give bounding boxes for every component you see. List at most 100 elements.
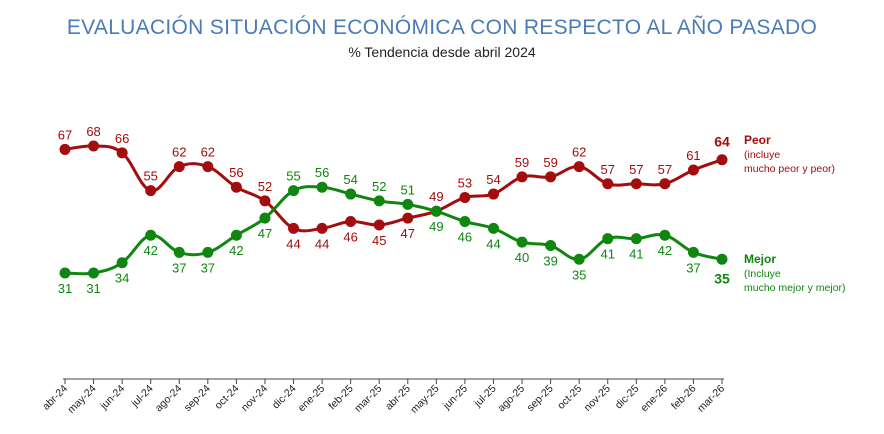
data-point-peor xyxy=(288,222,300,234)
data-point-mejor xyxy=(230,229,242,241)
data-point-mejor xyxy=(402,198,414,210)
data-label-mejor: 51 xyxy=(401,182,415,197)
x-tick-label: mar-25 xyxy=(352,383,384,415)
data-point-peor xyxy=(659,178,671,190)
data-label-peor: 56 xyxy=(229,165,243,180)
data-point-mejor xyxy=(573,253,585,265)
data-label-peor: 57 xyxy=(601,162,615,177)
legend-peor-note: mucho peor y peor) xyxy=(744,163,835,175)
data-point-peor xyxy=(373,219,385,231)
x-tick-label: feb-26 xyxy=(669,383,699,413)
data-point-mejor xyxy=(316,181,328,193)
legend-mejor: Mejor (Incluye mucho mejor y mejor) xyxy=(744,252,846,294)
data-label-mejor: 34 xyxy=(115,271,129,286)
data-label-peor: 62 xyxy=(572,145,586,160)
data-point-peor xyxy=(602,178,614,190)
data-point-mejor xyxy=(88,267,100,279)
legend-peor-name: Peor xyxy=(744,133,771,147)
data-point-mejor xyxy=(630,233,642,245)
chart-subtitle: % Tendencia desde abril 2024 xyxy=(348,44,536,60)
data-label-mejor: 31 xyxy=(86,281,100,296)
data-label-peor: 55 xyxy=(143,169,157,184)
x-tick-label: may-24 xyxy=(65,383,98,416)
data-label-mejor: 37 xyxy=(686,260,700,275)
data-point-peor xyxy=(459,191,471,203)
data-point-mejor xyxy=(116,257,128,269)
data-label-mejor: 47 xyxy=(258,226,272,241)
x-tick-label: sep-25 xyxy=(525,383,556,414)
x-tick-label: sep-24 xyxy=(182,383,213,414)
data-label-peor: 47 xyxy=(401,226,415,241)
data-point-mejor xyxy=(259,212,271,224)
data-label-peor: 52 xyxy=(258,179,272,194)
x-tick-label: jun-24 xyxy=(97,383,127,413)
data-point-mejor xyxy=(59,267,71,279)
data-point-peor xyxy=(687,164,699,176)
series-line-peor xyxy=(63,144,724,233)
data-label-mejor: 56 xyxy=(315,165,329,180)
data-point-mejor xyxy=(687,246,699,258)
data-point-mejor xyxy=(202,246,214,258)
x-tick-label: dic-25 xyxy=(613,383,642,412)
data-label-mejor: 37 xyxy=(172,260,186,275)
data-label-peor: 49 xyxy=(429,189,443,204)
x-tick-label: ago-24 xyxy=(153,383,185,415)
data-label-mejor: 55 xyxy=(286,169,300,184)
data-point-mejor xyxy=(459,216,471,228)
legend-peor-note: (incluye xyxy=(744,149,780,161)
data-point-peor xyxy=(573,161,585,173)
data-label-peor: 44 xyxy=(315,236,329,251)
data-point-mejor xyxy=(145,229,157,241)
data-point-mejor xyxy=(602,233,614,245)
data-label-peor: 57 xyxy=(658,162,672,177)
data-point-peor xyxy=(259,195,271,207)
legend-peor: Peor (incluye mucho peor y peor) xyxy=(744,133,835,175)
data-point-mejor xyxy=(659,229,671,241)
data-label-peor: 45 xyxy=(372,233,386,248)
data-point-peor xyxy=(345,216,357,228)
data-label-peor: 59 xyxy=(543,155,557,170)
series-line-mejor xyxy=(63,185,724,276)
x-tick-label: ene-25 xyxy=(296,383,328,415)
data-point-peor xyxy=(630,178,642,190)
data-point-mejor xyxy=(430,205,442,217)
data-label-mejor: 42 xyxy=(658,243,672,258)
data-label-mejor: 37 xyxy=(201,260,215,275)
data-label-mejor: 54 xyxy=(343,172,357,187)
data-label-mejor: 35 xyxy=(572,267,586,282)
data-point-mejor xyxy=(716,253,728,265)
data-point-peor xyxy=(230,181,242,193)
data-point-peor xyxy=(202,161,214,173)
data-label-peor: 53 xyxy=(458,175,472,190)
data-point-mejor xyxy=(345,188,357,200)
data-label-peor: 68 xyxy=(86,124,100,139)
data-label-mejor: 40 xyxy=(515,250,529,265)
legend-mejor-name: Mejor xyxy=(744,252,776,266)
x-tick-label: ago-25 xyxy=(496,383,528,415)
data-point-mejor xyxy=(373,195,385,207)
data-point-peor xyxy=(88,140,100,152)
data-label-peor: 66 xyxy=(115,131,129,146)
data-point-peor xyxy=(716,154,728,166)
data-label-mejor: 39 xyxy=(543,254,557,269)
data-label-peor: 59 xyxy=(515,155,529,170)
data-label-mejor: 44 xyxy=(486,236,500,251)
data-point-mejor xyxy=(545,240,557,252)
x-tick-label: may-25 xyxy=(408,383,441,416)
data-label-peor: 44 xyxy=(286,236,300,251)
data-label-peor: 62 xyxy=(172,145,186,160)
x-tick-label: oct-24 xyxy=(212,383,241,412)
data-point-peor xyxy=(516,171,528,183)
x-tick-label: jun-25 xyxy=(440,383,470,413)
data-point-peor xyxy=(487,188,499,200)
data-label-mejor: 49 xyxy=(429,219,443,234)
legend-mejor-note: mucho mejor y mejor) xyxy=(744,282,846,294)
data-point-peor xyxy=(173,161,185,173)
x-tick-label: ene-26 xyxy=(638,383,670,415)
data-point-peor xyxy=(316,222,328,234)
data-label-mejor: 41 xyxy=(629,247,643,262)
x-tick-label: feb-25 xyxy=(326,383,356,413)
data-point-mejor xyxy=(516,236,528,248)
x-tick-label: dic-24 xyxy=(270,383,299,412)
data-point-mejor xyxy=(173,246,185,258)
